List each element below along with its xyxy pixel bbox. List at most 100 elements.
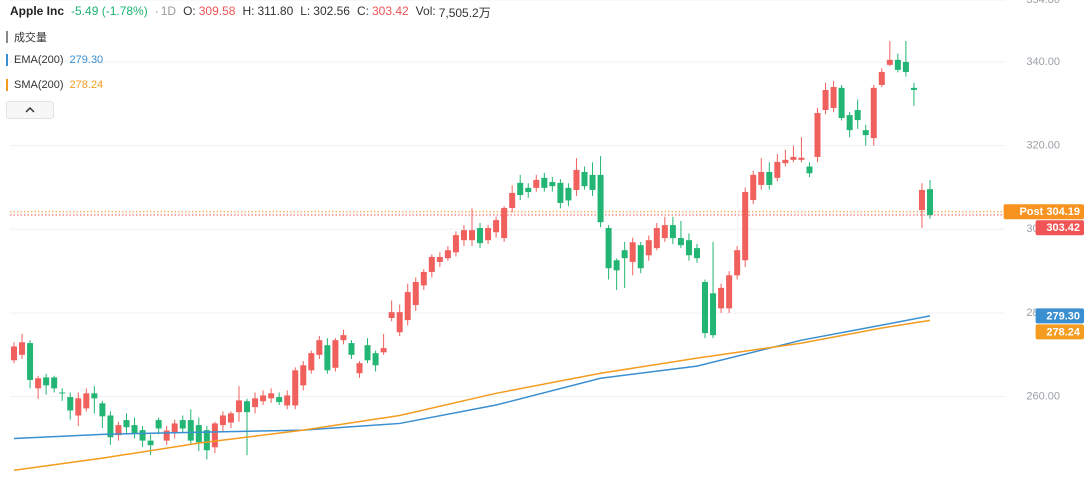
candle-body: [621, 250, 628, 259]
candle-body: [685, 240, 692, 256]
candle-body: [276, 397, 283, 403]
legend-label: EMA(200): [14, 54, 64, 66]
candle-body: [629, 242, 636, 262]
candle-body: [244, 401, 251, 413]
legend-label: SMA(200): [14, 79, 64, 91]
candle-body: [252, 398, 259, 408]
candle-body: [533, 179, 540, 188]
candle-body: [846, 115, 853, 131]
ohlc-stats: O: 309.58 H: 311.80 L: 302.56 C: 303.42: [183, 4, 409, 21]
collapse-button[interactable]: [6, 101, 54, 119]
stat: L: 302.56: [300, 4, 350, 21]
candle-body: [356, 363, 363, 374]
y-tick-label: 340.00: [1026, 56, 1060, 68]
header: Apple Inc -5.49 (-1.78%) · 1D O: 309.58 H:…: [10, 4, 491, 21]
y-tick-label: 354.80: [1026, 0, 1060, 6]
separator: ·: [154, 4, 159, 18]
candle-body: [525, 187, 532, 193]
legend-value: 279.30: [69, 54, 104, 66]
candle-body: [822, 89, 829, 111]
candle-body: [99, 403, 106, 417]
candle-body: [790, 156, 797, 160]
candle-body: [436, 256, 443, 262]
stat: C: 303.42: [357, 4, 409, 21]
candle-body: [404, 292, 411, 321]
candle-body: [501, 207, 508, 239]
candle-body: [878, 71, 885, 85]
candle-body: [565, 187, 572, 201]
price-marker-box: [1003, 204, 1084, 220]
price-change: -5.49 (-1.78%): [71, 4, 148, 18]
candle-body: [75, 398, 82, 416]
y-tick-label: 260.00: [1026, 391, 1060, 403]
candle-body: [227, 413, 234, 423]
candle-body: [372, 353, 379, 366]
candle-body: [388, 312, 395, 318]
sma-legend[interactable]: SMA(200) 278.24: [6, 79, 103, 91]
candle-body: [902, 61, 909, 72]
candle-body: [774, 161, 781, 178]
candle-body: [782, 159, 789, 164]
price-marker-label: 279.30: [1046, 310, 1080, 322]
candle-body: [677, 238, 684, 246]
candle-body: [11, 346, 17, 361]
candle-body: [67, 397, 74, 411]
candle-body: [910, 87, 917, 90]
indicator-line: [13, 315, 931, 440]
candle-body: [669, 225, 676, 239]
candle-body: [59, 392, 66, 394]
candle-body: [541, 177, 548, 188]
candle-body: [43, 377, 50, 386]
candle-body: [637, 245, 644, 269]
candle-body: [420, 271, 427, 286]
candle-body: [927, 189, 933, 215]
candle-body: [702, 282, 709, 334]
symbol-name: Apple Inc: [10, 4, 65, 18]
volume-legend[interactable]: 成交量: [6, 29, 47, 45]
indicator-line: [13, 319, 931, 472]
candle-body: [886, 59, 893, 65]
candle-body: [693, 248, 700, 259]
ema-legend[interactable]: EMA(200) 279.30: [6, 54, 103, 66]
candle-body: [340, 335, 347, 341]
candle-body: [428, 256, 435, 272]
candle-body: [766, 171, 773, 185]
volume-label: Vol:: [415, 4, 436, 18]
stat-label: L:: [300, 4, 311, 18]
candle-body: [493, 220, 500, 233]
interval[interactable]: 1D: [160, 4, 177, 18]
candle-body: [589, 174, 596, 190]
candle-body: [131, 425, 138, 434]
legend-swatch: [6, 79, 8, 91]
stat: O: 309.58: [183, 4, 235, 21]
price-marker-box: [1035, 308, 1084, 324]
candle-body: [380, 348, 387, 353]
candle-body: [300, 365, 307, 386]
legend-label: 成交量: [14, 32, 47, 44]
candle-body: [830, 87, 837, 108]
volume-value: 7,505.2万: [438, 6, 491, 20]
stat: H: 311.80: [242, 4, 293, 21]
candle-body: [83, 393, 90, 409]
candle-body: [854, 110, 861, 121]
legend-swatch: [6, 31, 8, 43]
candle-body: [742, 192, 749, 261]
candle-body: [235, 400, 242, 413]
candle-body: [661, 225, 668, 239]
candle-body: [147, 440, 154, 446]
candle-body: [653, 228, 660, 249]
candle-body: [179, 420, 186, 429]
candle-body: [268, 393, 275, 399]
candle-body: [155, 420, 162, 429]
candle-body: [894, 59, 901, 70]
candle-body: [509, 192, 516, 208]
candle-body: [798, 157, 805, 160]
stat-value: 309.58: [198, 4, 236, 18]
candle-body: [195, 425, 202, 443]
candle-body: [806, 166, 813, 174]
candle-body: [19, 342, 26, 355]
candle-body: [814, 112, 821, 157]
stat-value: 302.56: [313, 4, 350, 18]
candle-body: [284, 395, 291, 406]
